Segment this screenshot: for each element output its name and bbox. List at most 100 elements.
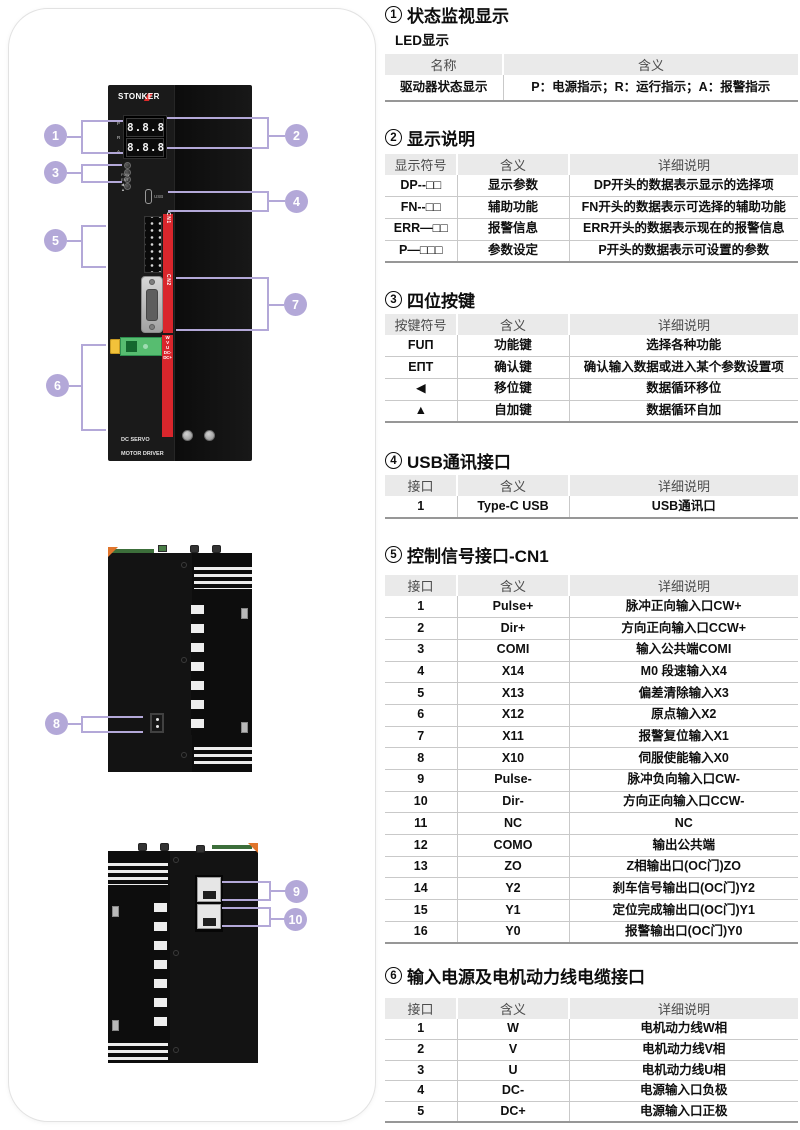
section-title: 控制信号接口-CN1 — [407, 547, 549, 566]
table-row: 9 Pulse- 脉冲负向输入口CW- — [385, 769, 798, 792]
heatsink-fins-top — [108, 859, 168, 885]
column-header: 详细说明 — [568, 154, 798, 175]
section-3: 3 四位按键 按键符号 含义 详细说明 FUΠ 功能键 选择各种功能 EΠT 确认键 确认输入数据或… — [385, 287, 798, 423]
table-row: 15 Y1 定位完成输出口(OC门)Y1 — [385, 899, 798, 922]
ent-button — [124, 169, 131, 176]
table-cell: 电机动力线U相 — [568, 1059, 798, 1081]
spec-table: 按键符号 含义 详细说明 FUΠ 功能键 选择各种功能 EΠT 确认键 确认输入数据或进入某个参… — [385, 314, 798, 423]
table-cell: 2 — [385, 1039, 457, 1061]
table-cell: Y0 — [456, 920, 569, 943]
standoff-screw — [190, 545, 199, 553]
section-heading: 2 显示说明 — [385, 125, 798, 150]
cn1-label-strip: CN1 — [163, 212, 173, 276]
increment-button — [124, 183, 131, 190]
two-pin-connector — [150, 713, 164, 733]
table-cell: 16 — [385, 920, 457, 943]
standoff-screw — [196, 845, 205, 853]
terminal-label-v: V — [166, 340, 169, 345]
header-row: 接口 含义 详细说明 — [385, 475, 798, 496]
callout-1: 1 — [44, 124, 67, 147]
section-number-badge: 3 — [385, 291, 402, 308]
header-row: 按键符号 含义 详细说明 — [385, 314, 798, 335]
driver-front-view: STONKER 8.8.8 8.8.8 P R A FUN ENT ◀ ▲ US… — [108, 85, 252, 461]
table-cell: Dir- — [456, 790, 569, 813]
table-cell: X14 — [456, 660, 569, 683]
table-row: FN--□□ 辅助功能 FN开头的数据表示可选择的辅助功能 — [385, 196, 798, 219]
table-row: 14 Y2 刹车信号输出口(OC门)Y2 — [385, 877, 798, 900]
table-cell: X12 — [456, 703, 569, 727]
alarm-led-label: A — [117, 149, 121, 154]
increment-button-label: ▲ — [121, 187, 125, 192]
table-cell: Y2 — [456, 877, 569, 900]
table-cell: DC- — [456, 1080, 569, 1102]
table-cell: 1 — [417, 498, 425, 513]
pin — [156, 725, 159, 728]
side-body — [108, 553, 193, 772]
table-cell: M0 段速输入X4 — [568, 660, 798, 683]
table-cell: Z相输出口(OC门)ZO — [568, 855, 798, 878]
table-row: 13 ZO Z相输出口(OC门)ZO — [385, 855, 798, 878]
heatsink-clip — [112, 906, 119, 917]
table-row: 10 Dir- 方向正向输入口CCW- — [385, 790, 798, 813]
column-header: 接口 — [385, 475, 457, 496]
column-header: 名称 — [385, 54, 503, 75]
table-cell: 15 — [385, 899, 457, 922]
standoff-screw — [212, 545, 221, 553]
section-title: 输入电源及电机动力线电缆接口 — [407, 968, 645, 987]
table-cell: Dir+ — [456, 617, 569, 640]
table-cell: 3 — [385, 638, 457, 662]
table-cell: ◀ — [385, 377, 457, 401]
section-number-badge: 5 — [385, 546, 402, 563]
section-subtitle: LED显示 — [395, 33, 449, 48]
table-cell: P开头的数据表示可设置的参数 — [568, 239, 798, 262]
table-cell: ERR—□□ — [385, 217, 457, 241]
terminal-lever — [110, 339, 120, 354]
section-heading: 3 四位按键 — [385, 287, 798, 312]
heatsink-clip — [241, 608, 248, 619]
table-row: 8 X10 伺服使能输入X0 — [385, 747, 798, 770]
table-cell: 方向正向输入口CCW+ — [568, 617, 798, 640]
table-cell: 报警信息 — [456, 217, 569, 241]
table-cell: U — [456, 1059, 569, 1081]
table-row: 5 DC+ 电源输入口正极 — [385, 1100, 798, 1122]
table-cell: 驱动器状态显示 — [399, 79, 488, 94]
section-title: USB通讯接口 — [407, 453, 511, 472]
terminal-label-dc-minus: DC- — [163, 350, 172, 355]
section-heading: 5 控制信号接口-CN1 — [385, 542, 798, 567]
header-row: 接口 含义 详细说明 — [385, 575, 798, 596]
rj45-port-lower — [197, 904, 221, 929]
standoff-screw — [138, 843, 147, 851]
usb-port-label: USB — [154, 194, 164, 199]
table-cell: 3 — [385, 1059, 457, 1081]
table-cell: 输出公共端 — [568, 834, 798, 857]
cn1-label: CN1 — [165, 212, 171, 224]
column-header: 详细说明 — [568, 998, 798, 1019]
section-number-badge: 2 — [385, 129, 402, 146]
table-cell: X10 — [456, 747, 569, 770]
table-row: 1 Pulse+ 脉冲正向输入口CW+ — [385, 596, 798, 618]
table-cell: 7 — [385, 725, 457, 748]
table-row: 1 W 电机动力线W相 — [385, 1019, 798, 1040]
callout-4: 4 — [285, 190, 308, 213]
product-type-label: DC SERVO MOTOR DRIVER — [121, 437, 164, 458]
cn2-label-strip: CN2 — [163, 274, 173, 333]
table-cell: 11 — [385, 812, 457, 835]
table-row: 6 X12 原点输入X2 — [385, 703, 798, 727]
ent-button-label: ENT — [121, 177, 129, 182]
section-number-badge: 4 — [385, 452, 402, 469]
panel-screw — [182, 430, 193, 441]
screw-hole — [173, 1047, 179, 1053]
table-row: 2 Dir+ 方向正向输入口CCW+ — [385, 617, 798, 640]
section-heading: 4 USB通讯接口 — [385, 448, 798, 473]
table-cell: NC — [568, 812, 798, 835]
table-cell: 偏差清除输入X3 — [568, 682, 798, 705]
table-cell: Type-C USB — [456, 496, 569, 518]
table-cell: 4 — [385, 660, 457, 683]
table-cell: 伺服使能输入X0 — [568, 747, 798, 770]
pin — [156, 718, 159, 721]
table-row: 4 DC- 电源输入口负极 — [385, 1080, 798, 1102]
led-display-row-2: 8.8.8 — [126, 138, 164, 157]
table-row: 驱动器状态显示 P：电源指示；R：运行指示；A：报警指示 — [385, 75, 798, 101]
table-cell: X11 — [456, 725, 569, 748]
column-header: 按键符号 — [385, 314, 457, 335]
